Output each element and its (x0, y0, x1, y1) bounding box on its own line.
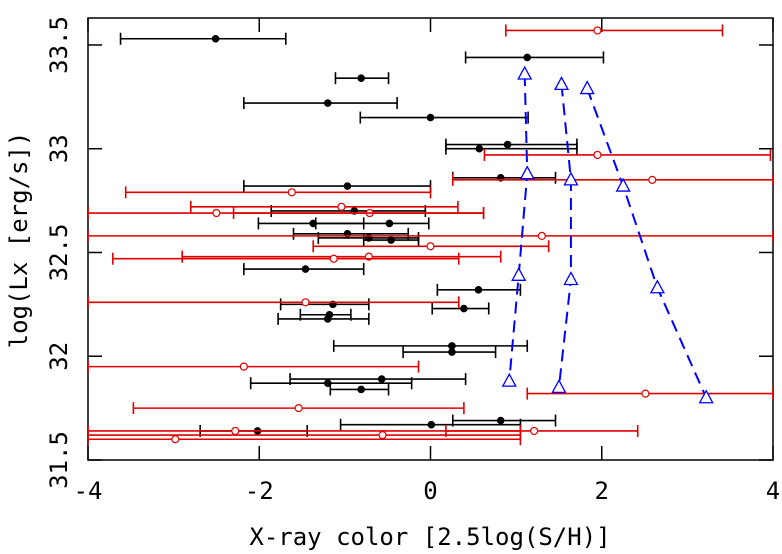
x-axis-label: X-ray color [2.5log(S/H)] (249, 523, 610, 551)
point (239, 362, 248, 371)
point (323, 315, 332, 323)
model-line (586, 88, 708, 399)
point (377, 375, 386, 383)
x-tick-label: -4 (74, 477, 103, 505)
point (593, 150, 602, 160)
point (530, 426, 539, 436)
point (357, 385, 365, 394)
triangle-marker (563, 271, 579, 286)
triangle-marker (649, 279, 665, 294)
triangle-marker (551, 379, 567, 394)
point (231, 426, 240, 436)
point (496, 416, 505, 425)
triangle-marker (615, 177, 631, 192)
triangle-marker (511, 266, 527, 281)
point (323, 379, 332, 388)
point (427, 420, 436, 429)
point (211, 34, 220, 43)
point (426, 242, 435, 251)
point (171, 435, 180, 444)
point (287, 188, 296, 197)
point (448, 342, 456, 350)
triangle-marker (517, 65, 533, 80)
point (475, 144, 484, 153)
y-tick-label: 31.5 (45, 431, 73, 489)
x-tick-label: -2 (245, 477, 274, 505)
model-line (557, 84, 572, 388)
point (357, 74, 365, 82)
x-tick-label: 0 (423, 477, 437, 505)
point (337, 202, 346, 211)
point (641, 389, 650, 398)
triangle-marker (553, 76, 570, 91)
model-line (508, 74, 529, 382)
point (323, 99, 332, 107)
point (385, 219, 394, 228)
plot-area (88, 24, 773, 446)
y-tick-label: 33 (45, 134, 73, 163)
triangle-marker (698, 389, 714, 404)
point (523, 53, 532, 62)
point (537, 231, 546, 240)
x-tick-label: 4 (766, 477, 780, 505)
point (503, 140, 512, 149)
point (212, 208, 221, 218)
point (378, 430, 387, 440)
triangle-marker (563, 171, 579, 186)
point (343, 182, 352, 190)
point (301, 298, 310, 307)
point (294, 404, 303, 413)
point (301, 265, 310, 273)
point (593, 26, 602, 35)
point (474, 286, 483, 294)
y-tick-label: 33.5 (45, 16, 73, 74)
triangle-marker (519, 165, 535, 180)
point (460, 304, 468, 313)
point (387, 236, 395, 244)
point (329, 254, 338, 263)
y-tick-label: 32.5 (45, 224, 73, 282)
triangle-marker (579, 80, 595, 95)
point (648, 175, 657, 184)
triangle-marker (501, 372, 517, 387)
x-tick-label: 2 (595, 477, 609, 505)
point (448, 348, 456, 356)
point (426, 113, 435, 122)
y-axis-label: log(Lx [erg/s]) (5, 132, 33, 349)
y-tick-label: 32 (45, 342, 73, 371)
